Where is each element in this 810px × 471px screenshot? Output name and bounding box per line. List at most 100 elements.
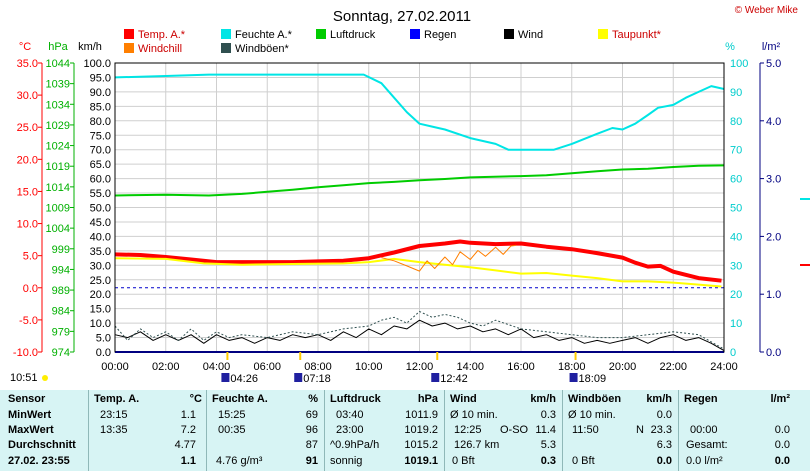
time-marker-label: 12:42 — [440, 373, 468, 385]
weather-chart: Sonntag, 27.02.2011 © Weber Mike °C hPa … — [10, 5, 810, 385]
pressure-tick-label: 974 — [52, 347, 70, 359]
legend-swatch — [410, 29, 420, 39]
pressure-min: 1011.9 — [405, 409, 438, 421]
temp-tick-label: 35.0 — [17, 58, 38, 70]
pressure-tick-label: 994 — [52, 264, 70, 276]
gusts-value: 0.0 — [656, 409, 672, 421]
pressure-max-time: 23:00 — [336, 424, 364, 436]
temp-current: 1.1 — [180, 455, 196, 467]
wind-tick-label: 15.0 — [90, 304, 111, 316]
column-divider — [444, 390, 445, 471]
rain-max: 0.0 — [774, 424, 790, 436]
rain-tick-label: 3.0 — [766, 174, 781, 186]
wind-header: Wind — [450, 393, 477, 405]
wind-tick-label: 80.0 — [90, 116, 111, 128]
legend-swatch — [598, 29, 608, 39]
wind-avg: 5.3 — [540, 439, 556, 451]
legend-swatch — [221, 29, 231, 39]
rain-tick-label: 5.0 — [766, 58, 781, 70]
moon-icon — [221, 373, 230, 382]
x-tick-label: 20:00 — [609, 361, 637, 373]
temp-max-time: 13:35 — [100, 424, 128, 436]
row-label: Durchschnitt — [8, 439, 76, 451]
wind-tick-label: 60.0 — [90, 174, 111, 186]
temp-tick-label: 20.0 — [17, 154, 38, 166]
wind-tick-label: 100.0 — [83, 58, 111, 70]
pressure-tick-label: 1009 — [46, 203, 70, 215]
wind-tick-label: 5.0 — [96, 333, 111, 345]
temp-max: 7.2 — [180, 424, 196, 436]
humidity-tick-label: 60 — [730, 174, 742, 186]
gusts-avg-label: Ø 10 min. — [568, 409, 616, 421]
pressure-header: Luftdruck — [330, 393, 381, 405]
moon-icon — [569, 373, 578, 382]
humidity-tick-label: 40 — [730, 231, 742, 243]
rain-time: 00:00 — [690, 424, 718, 436]
pressure-tick-label: 989 — [52, 285, 70, 297]
rain-current: 0.0 — [774, 455, 790, 467]
humidity-tick-label: 80 — [730, 116, 742, 128]
humidity-tick-label: 100 — [730, 58, 748, 70]
series-windchill — [381, 244, 516, 272]
column-divider — [88, 390, 89, 471]
x-tick-label: 00:00 — [101, 361, 129, 373]
rain-unit: l/m² — [770, 393, 790, 405]
summary-table: Sensor Temp. A. °C Feuchte A. % Luftdruc… — [0, 390, 810, 471]
wind-tick-label: 30.0 — [90, 260, 111, 272]
humidity-tick-label: 90 — [730, 87, 742, 99]
pressure-tick-label: 1014 — [46, 182, 70, 194]
x-tick-label: 10:00 — [355, 361, 383, 373]
chart-title: Sonntag, 27.02.2011 — [333, 8, 471, 25]
x-tick-label: 12:00 — [406, 361, 434, 373]
plot-frame — [114, 62, 725, 353]
wind-tick-label: 70.0 — [90, 145, 111, 157]
humidity-max: 96 — [305, 424, 318, 436]
grid — [114, 62, 725, 353]
gusts-max: 23.3 — [650, 424, 672, 436]
moon-icon — [431, 373, 440, 382]
series-taupunkt — [114, 257, 722, 288]
wind-unit: km/h — [530, 393, 556, 405]
gusts-direction: N — [636, 424, 644, 436]
legend-swatch — [316, 29, 326, 39]
temp-min: 1.1 — [180, 409, 196, 421]
legend-label: Wind — [518, 29, 543, 41]
pressure-tick-label: 999 — [52, 244, 70, 256]
humidity-tick-label: 10 — [730, 318, 742, 330]
pressure-tick-label: 1019 — [46, 161, 70, 173]
legend-label: Temp. A.* — [138, 29, 186, 41]
gusts-avg: 6.3 — [656, 439, 672, 451]
gusts-current: 0.0 — [656, 455, 672, 467]
wind-tick-label: 95.0 — [90, 72, 111, 84]
wind-tick-label: 20.0 — [90, 289, 111, 301]
temp-unit: °C — [189, 393, 202, 405]
time-markers: 10:51 04:26 07:18 12:42 18:09 — [10, 352, 606, 385]
legend-label: Feuchte A.* — [235, 29, 293, 41]
wind-tick-label: 0.0 — [96, 347, 111, 359]
legend-label: Windböen* — [235, 43, 290, 55]
humidity-tick-label: 20 — [730, 289, 742, 301]
x-tick-label: 04:00 — [203, 361, 231, 373]
row-label: MaxWert — [8, 424, 54, 436]
time-marker-label: 07:18 — [303, 373, 331, 385]
humidity-tick-label: 0 — [730, 347, 736, 359]
humidity-unit: % — [308, 393, 318, 405]
credit-text: © Weber Mike — [735, 5, 799, 16]
humidity-header: Feuchte A. — [212, 393, 268, 405]
wind-direction: O-SO — [500, 424, 529, 436]
wind-beaufort: 0 Bft — [452, 455, 475, 467]
humidity-tick-label: 50 — [730, 203, 742, 215]
wind-tick-label: 50.0 — [90, 203, 111, 215]
x-tick-label: 08:00 — [304, 361, 332, 373]
pressure-unit: hPa — [417, 393, 438, 405]
temp-tick-label: -5.0 — [19, 315, 38, 327]
wind-tick-label: 35.0 — [90, 246, 111, 258]
wind-tick-label: 45.0 — [90, 217, 111, 229]
legend-label: Regen — [424, 29, 456, 41]
rain-total-label: Gesamt: — [686, 439, 728, 451]
pressure-tick-label: 1039 — [46, 79, 70, 91]
x-tick-label: 16:00 — [507, 361, 535, 373]
temp-avg: 4.77 — [174, 439, 196, 451]
time-marker-label: 18:09 — [579, 373, 607, 385]
x-tick-label: 06:00 — [253, 361, 281, 373]
